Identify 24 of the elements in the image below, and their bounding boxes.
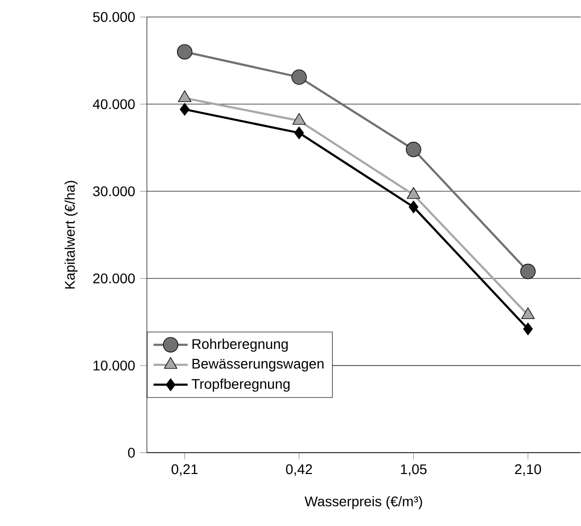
x-tick-label: 2,10	[515, 464, 542, 476]
x-tick-label: 1,05	[400, 464, 427, 476]
point	[520, 264, 536, 280]
point	[523, 322, 533, 336]
point	[406, 142, 422, 158]
point	[408, 200, 418, 214]
point	[177, 44, 192, 60]
x-tick-label: 0,21	[172, 464, 198, 476]
point	[521, 308, 535, 320]
point	[180, 103, 190, 116]
y-tick-label: 30.000	[93, 186, 135, 196]
y-tick-label: 0	[128, 448, 135, 458]
point	[291, 70, 307, 85]
point	[294, 126, 304, 140]
y-tick-label: 20.000	[93, 274, 135, 284]
y-axis-title: Kapitalwert (€/ha)	[64, 181, 78, 289]
legend-label: Bewässerungswagen	[192, 359, 324, 372]
y-tick-label: 40.000	[92, 99, 135, 110]
y-tick-label: 10.000	[94, 360, 135, 371]
x-tick-label: 0,42	[286, 464, 312, 476]
x-axis-title: Wasserpreis (€/m³)	[304, 496, 422, 510]
legend-label: Rohrberegnung	[192, 338, 288, 352]
y-tick-label: 50.000	[93, 12, 135, 22]
legend-label: Tropfberegnung	[192, 378, 290, 392]
